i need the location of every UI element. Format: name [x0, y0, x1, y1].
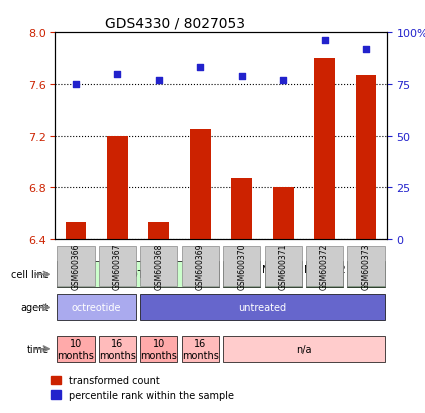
FancyBboxPatch shape	[57, 262, 219, 287]
Text: CNDT2.5: CNDT2.5	[116, 270, 160, 280]
FancyBboxPatch shape	[181, 247, 219, 286]
Point	[156, 77, 162, 84]
FancyBboxPatch shape	[140, 295, 385, 320]
Point	[73, 81, 79, 88]
Text: n/a: n/a	[296, 344, 312, 354]
FancyBboxPatch shape	[181, 336, 219, 362]
Text: cell line: cell line	[11, 270, 48, 280]
FancyBboxPatch shape	[223, 336, 385, 362]
Text: untreated: untreated	[238, 303, 286, 313]
FancyBboxPatch shape	[306, 262, 343, 287]
FancyBboxPatch shape	[264, 262, 302, 287]
Text: GSM600371: GSM600371	[279, 243, 288, 290]
Point	[114, 71, 121, 78]
Text: 16
months: 16 months	[99, 338, 136, 360]
FancyBboxPatch shape	[347, 247, 385, 286]
Point	[280, 77, 286, 84]
Text: QGP: QGP	[355, 270, 377, 280]
Text: GDS4330 / 8027053: GDS4330 / 8027053	[105, 17, 245, 31]
Legend: transformed count, percentile rank within the sample: transformed count, percentile rank withi…	[47, 371, 238, 404]
Text: GSM600368: GSM600368	[154, 243, 163, 290]
Text: 10
months: 10 months	[140, 338, 177, 360]
FancyBboxPatch shape	[223, 262, 261, 287]
Bar	[65, 223, 86, 240]
Text: GSM600370: GSM600370	[237, 243, 246, 290]
Text: GSM600373: GSM600373	[362, 243, 371, 290]
FancyBboxPatch shape	[347, 262, 385, 287]
Point	[363, 46, 369, 53]
Text: NCIH_72
7: NCIH_72 7	[304, 263, 346, 286]
FancyBboxPatch shape	[140, 247, 178, 286]
Bar	[190, 130, 211, 240]
Text: KRJ-1: KRJ-1	[229, 270, 255, 280]
Bar	[356, 76, 377, 240]
Point	[238, 73, 245, 80]
FancyBboxPatch shape	[223, 247, 261, 286]
Point	[197, 65, 204, 71]
Bar	[231, 179, 252, 240]
Text: GSM600367: GSM600367	[113, 243, 122, 290]
FancyBboxPatch shape	[140, 336, 178, 362]
Text: octreotide: octreotide	[72, 303, 122, 313]
Text: GSM600366: GSM600366	[71, 243, 80, 290]
Text: GSM600372: GSM600372	[320, 243, 329, 290]
Text: agent: agent	[20, 303, 48, 313]
FancyBboxPatch shape	[99, 336, 136, 362]
FancyBboxPatch shape	[306, 247, 343, 286]
FancyBboxPatch shape	[57, 336, 95, 362]
FancyBboxPatch shape	[99, 247, 136, 286]
Text: 16
months: 16 months	[182, 338, 219, 360]
Bar	[148, 223, 169, 240]
Text: time: time	[26, 344, 48, 354]
FancyBboxPatch shape	[57, 247, 95, 286]
FancyBboxPatch shape	[264, 247, 302, 286]
Bar	[273, 188, 294, 240]
FancyBboxPatch shape	[57, 295, 136, 320]
Text: 10
months: 10 months	[57, 338, 94, 360]
Bar	[314, 59, 335, 240]
Text: GSM600369: GSM600369	[196, 243, 205, 290]
Text: NCIH_72
0: NCIH_72 0	[262, 263, 304, 286]
Point	[321, 38, 328, 45]
Bar	[107, 136, 128, 240]
